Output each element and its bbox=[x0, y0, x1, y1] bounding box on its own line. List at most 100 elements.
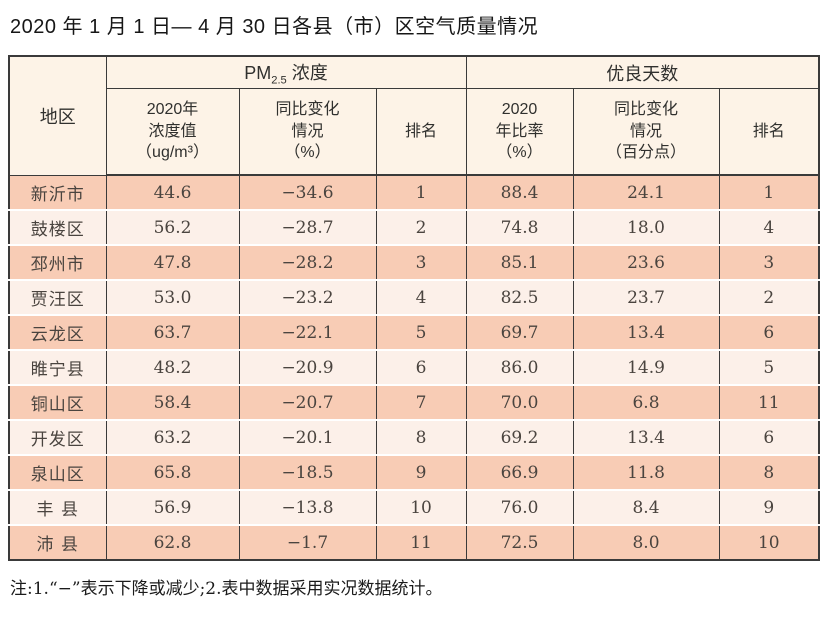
table-body: 新沂市 44.6 −34.6 1 88.4 24.1 1 鼓楼区 56.2 −2… bbox=[8, 175, 820, 560]
pm-value-cell: 56.9 bbox=[105, 490, 239, 526]
gd-change-cell: 23.7 bbox=[572, 280, 720, 316]
pm-rank-cell: 9 bbox=[375, 455, 467, 491]
gd-rank-cell: 11 bbox=[718, 385, 820, 421]
table-row: 邳州市 47.8 −28.2 3 85.1 23.6 3 bbox=[8, 245, 820, 281]
gd-rank-cell: 6 bbox=[718, 420, 820, 456]
gd-ratio-cell: 69.7 bbox=[465, 315, 574, 351]
gd-ratio-header-line2: 年比率 bbox=[495, 122, 544, 140]
col-header-gd-rank: 排名 bbox=[718, 88, 820, 176]
pm-change-cell: −20.1 bbox=[238, 420, 376, 456]
pm-change-header-line1: 同比变化 bbox=[275, 101, 340, 119]
gd-rank-cell: 2 bbox=[718, 280, 820, 316]
pm-change-cell: −28.2 bbox=[238, 245, 376, 281]
gd-rank-cell: 9 bbox=[718, 490, 820, 526]
pm-change-cell: −34.6 bbox=[238, 175, 376, 211]
pm-value-cell: 44.6 bbox=[105, 175, 239, 211]
pm-rank-cell: 1 bbox=[375, 175, 467, 211]
pm-rank-cell: 7 bbox=[375, 385, 467, 421]
pm-change-header-line2: 情况 bbox=[291, 122, 324, 140]
gd-ratio-header-line1: 2020 bbox=[501, 101, 538, 119]
gd-change-cell: 14.9 bbox=[572, 350, 720, 386]
table-row: 泉山区 65.8 −18.5 9 66.9 11.8 8 bbox=[8, 455, 820, 491]
pm-rank-cell: 8 bbox=[375, 420, 467, 456]
gd-ratio-cell: 76.0 bbox=[465, 490, 574, 526]
region-cell: 云龙区 bbox=[8, 315, 106, 351]
col-group-pm25: PM2.5 浓度 bbox=[105, 56, 467, 89]
table-row: 丰 县 56.9 −13.8 10 76.0 8.4 9 bbox=[8, 490, 820, 526]
gd-ratio-cell: 70.0 bbox=[465, 385, 574, 421]
pm-change-cell: −20.7 bbox=[238, 385, 376, 421]
pm-change-cell: −28.7 bbox=[238, 210, 376, 246]
gd-rank-cell: 6 bbox=[718, 315, 820, 351]
table-row: 睢宁县 48.2 −20.9 6 86.0 14.9 5 bbox=[8, 350, 820, 386]
table-header: 地区 PM2.5 浓度 优良天数 2020年 浓度值 （ug/m³） 同比变化 … bbox=[8, 56, 820, 176]
pm-change-cell: −20.9 bbox=[238, 350, 376, 386]
gd-ratio-cell: 66.9 bbox=[465, 455, 574, 491]
region-cell: 贾汪区 bbox=[8, 280, 106, 316]
gd-change-cell: 13.4 bbox=[572, 315, 720, 351]
gd-rank-cell: 8 bbox=[718, 455, 820, 491]
gd-ratio-cell: 69.2 bbox=[465, 420, 574, 456]
sub-header-row: 2020年 浓度值 （ug/m³） 同比变化 情况 （%） 排名 2020 年比… bbox=[9, 88, 820, 176]
gd-change-cell: 24.1 bbox=[572, 175, 720, 211]
gd-ratio-cell: 82.5 bbox=[465, 280, 574, 316]
region-cell: 泉山区 bbox=[8, 455, 106, 491]
col-header-pm-change: 同比变化 情况 （%） bbox=[238, 88, 376, 176]
col-header-region: 地区 bbox=[8, 56, 106, 176]
table-row: 铜山区 58.4 −20.7 7 70.0 6.8 11 bbox=[8, 385, 820, 421]
pm-value-header-line1: 2020年 bbox=[146, 101, 199, 119]
table-row: 新沂市 44.6 −34.6 1 88.4 24.1 1 bbox=[8, 175, 820, 211]
gd-change-header-unit: （百分点） bbox=[606, 144, 687, 162]
gd-rank-cell: 10 bbox=[718, 525, 820, 560]
pm25-label-subscript: 2.5 bbox=[271, 74, 287, 87]
pm-change-cell: −23.2 bbox=[238, 280, 376, 316]
pm-value-cell: 56.2 bbox=[105, 210, 239, 246]
pm-value-header-line2: 浓度值 bbox=[148, 122, 197, 140]
gd-change-cell: 6.8 bbox=[572, 385, 720, 421]
pm-rank-cell: 11 bbox=[375, 525, 467, 560]
region-cell: 开发区 bbox=[8, 420, 106, 456]
pm-rank-cell: 5 bbox=[375, 315, 467, 351]
pm25-label-main: PM bbox=[244, 62, 272, 83]
gd-ratio-cell: 74.8 bbox=[465, 210, 574, 246]
col-header-pm-rank: 排名 bbox=[375, 88, 467, 176]
gd-change-header-line2: 情况 bbox=[630, 122, 663, 140]
table-row: 贾汪区 53.0 −23.2 4 82.5 23.7 2 bbox=[8, 280, 820, 316]
pm-rank-cell: 10 bbox=[375, 490, 467, 526]
pm-value-cell: 62.8 bbox=[105, 525, 239, 560]
gd-change-cell: 13.4 bbox=[572, 420, 720, 456]
gd-ratio-header-unit: （%） bbox=[496, 144, 543, 162]
table-row: 鼓楼区 56.2 −28.7 2 74.8 18.0 4 bbox=[8, 210, 820, 246]
table-row: 沛 县 62.8 −1.7 11 72.5 8.0 10 bbox=[8, 525, 820, 560]
region-cell: 沛 县 bbox=[8, 525, 106, 560]
region-cell: 丰 县 bbox=[8, 490, 106, 526]
pm-value-cell: 47.8 bbox=[105, 245, 239, 281]
gd-ratio-cell: 86.0 bbox=[465, 350, 574, 386]
table-row: 云龙区 63.7 −22.1 5 69.7 13.4 6 bbox=[8, 315, 820, 351]
pm-rank-cell: 6 bbox=[375, 350, 467, 386]
gd-rank-cell: 1 bbox=[718, 175, 820, 211]
gd-change-header-line1: 同比变化 bbox=[614, 101, 679, 119]
gd-ratio-cell: 85.1 bbox=[465, 245, 574, 281]
table-row: 开发区 63.2 −20.1 8 69.2 13.4 6 bbox=[8, 420, 820, 456]
gd-change-cell: 8.0 bbox=[572, 525, 720, 560]
pm-value-cell: 48.2 bbox=[105, 350, 239, 386]
pm-value-cell: 53.0 bbox=[105, 280, 239, 316]
col-header-gd-ratio: 2020 年比率 （%） bbox=[465, 88, 574, 176]
pm-change-cell: −22.1 bbox=[238, 315, 376, 351]
region-cell: 铜山区 bbox=[8, 385, 106, 421]
pm-change-cell: −13.8 bbox=[238, 490, 376, 526]
pm-value-cell: 65.8 bbox=[105, 455, 239, 491]
pm25-label-rest: 浓度 bbox=[286, 62, 328, 83]
col-header-gd-change: 同比变化 情况 （百分点） bbox=[572, 88, 720, 176]
group-header-row: 地区 PM2.5 浓度 优良天数 bbox=[8, 56, 820, 176]
region-cell: 新沂市 bbox=[8, 175, 106, 211]
pm-value-header-unit: （ug/m³） bbox=[136, 144, 209, 162]
pm-value-cell: 58.4 bbox=[105, 385, 239, 421]
pm-change-cell: −1.7 bbox=[238, 525, 376, 560]
pm-value-cell: 63.2 bbox=[105, 420, 239, 456]
pm-value-cell: 63.7 bbox=[105, 315, 239, 351]
gd-rank-cell: 3 bbox=[718, 245, 820, 281]
pm-change-cell: −18.5 bbox=[238, 455, 376, 491]
gd-change-cell: 8.4 bbox=[572, 490, 720, 526]
